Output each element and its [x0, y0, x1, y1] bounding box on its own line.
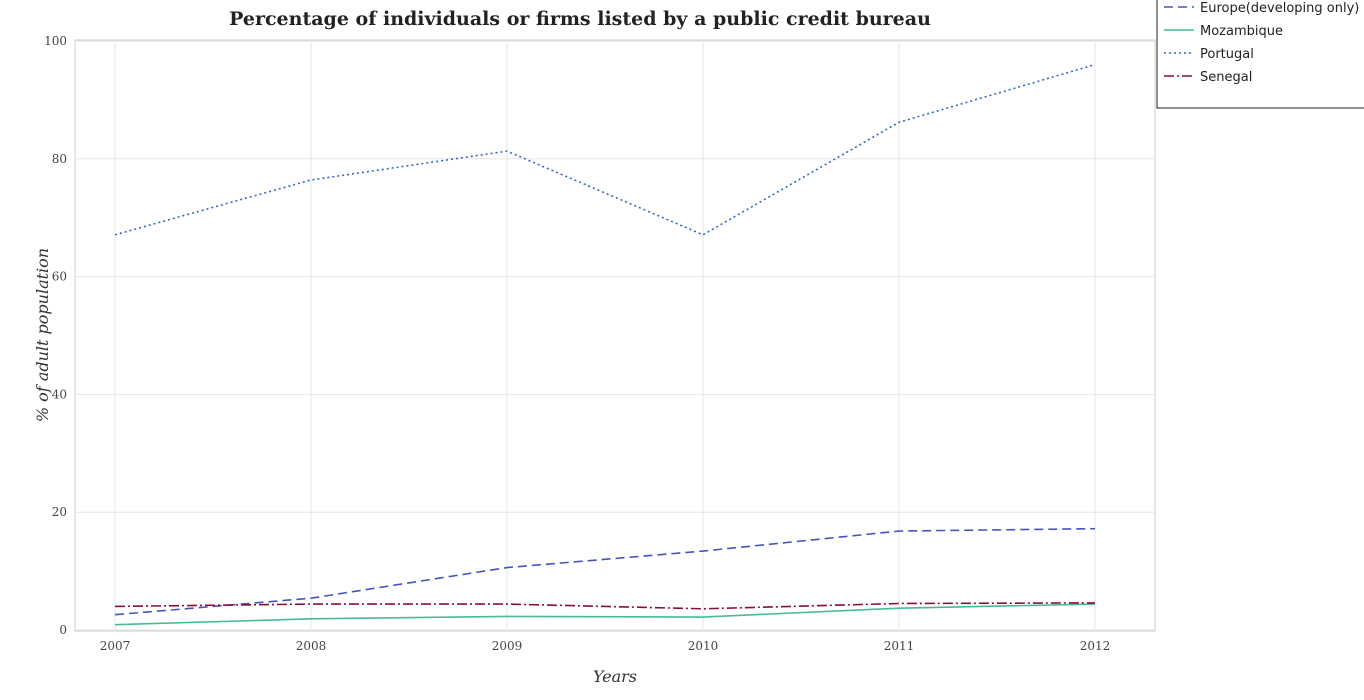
legend-box	[1156, 0, 1364, 109]
plot-area	[74, 39, 1156, 632]
legend-label: Portugal	[1200, 47, 1254, 62]
x-tick-label: 2007	[100, 639, 131, 653]
x-tick-label: 2012	[1080, 639, 1111, 653]
series-line-mozambique	[114, 603, 1096, 626]
legend: Europe(developing only) Mozambique Portuga…	[1156, 0, 1364, 109]
y-tick-label: 40	[52, 387, 67, 401]
y-tick-label: 80	[52, 152, 67, 166]
y-axis-label: % of adult population	[33, 248, 52, 422]
y-tick-label: 20	[52, 505, 67, 519]
x-tick-label: 2011	[884, 639, 915, 653]
series-line-europe-developing-only	[114, 527, 1096, 616]
y-tick-label: 60	[52, 270, 67, 284]
legend-label: Senegal	[1200, 70, 1252, 85]
x-axis-label: Years	[593, 667, 637, 686]
legend-label: Europe(developing only)	[1200, 1, 1359, 16]
y-tick-label: 100	[44, 34, 67, 48]
legend-label: Mozambique	[1200, 24, 1283, 39]
series-lines	[114, 63, 1096, 626]
series-line-senegal	[114, 602, 1096, 610]
axis-ticks: 0 20 40 60 80 100 2007 2008 2009 2010 2011 2012	[44, 34, 1110, 653]
x-tick-label: 2009	[492, 639, 523, 653]
chart-title: Percentage of individuals or firms liste…	[229, 8, 931, 30]
y-tick-label: 0	[59, 623, 67, 637]
x-tick-label: 2010	[688, 639, 719, 653]
x-tick-label: 2008	[296, 639, 327, 653]
grid	[75, 40, 1155, 631]
